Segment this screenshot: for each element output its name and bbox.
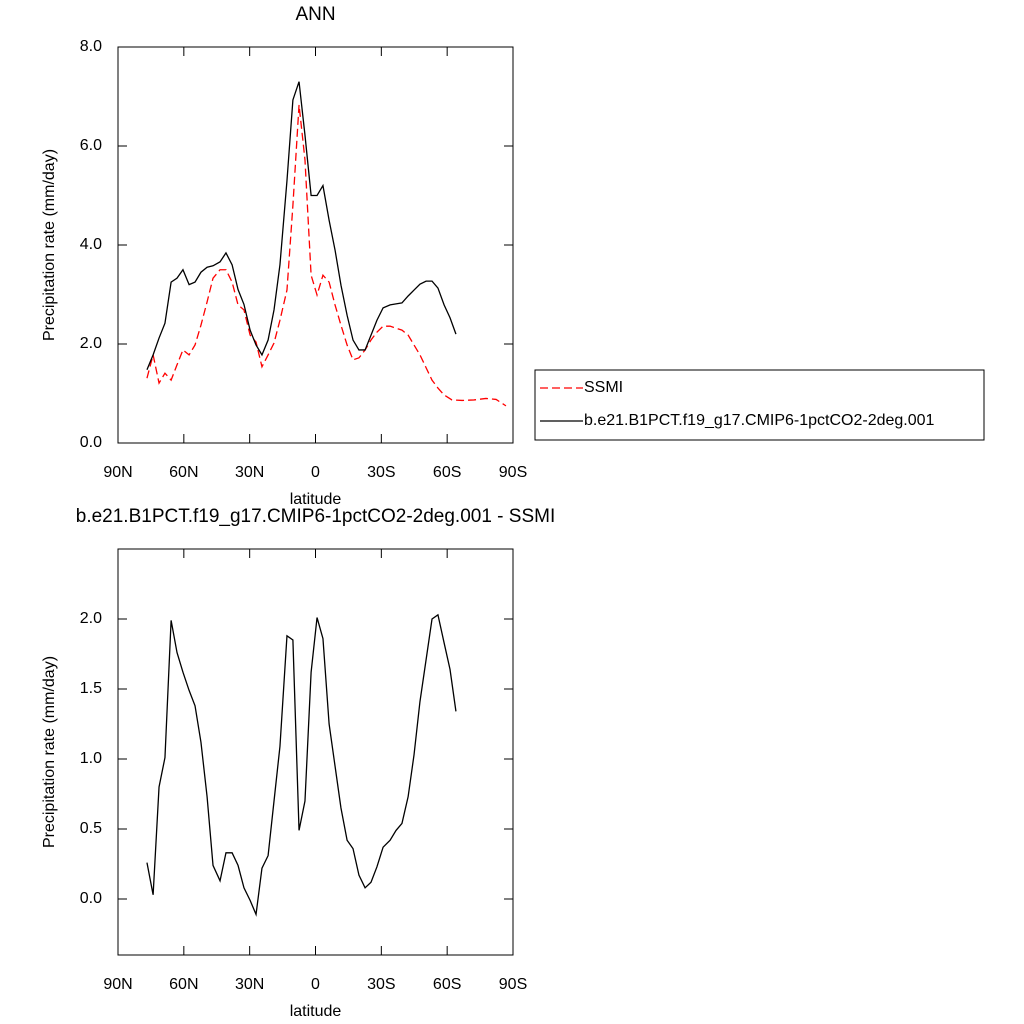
- x-tick-label: 0: [311, 464, 320, 481]
- chart-title: ANN: [295, 4, 335, 25]
- legend-box: [534, 369, 985, 441]
- x-tick-label: 90N: [103, 464, 132, 481]
- plot-frame: [117, 46, 514, 444]
- data-line: [146, 613, 457, 917]
- x-tick-label: 30S: [367, 464, 395, 481]
- data-line: [146, 81, 457, 370]
- legend-label: b.e21.B1PCT.f19_g17.CMIP6-1pctCO2-2deg.0…: [584, 412, 935, 429]
- x-tick-label: 90S: [499, 464, 527, 481]
- plot-frame: [117, 548, 514, 956]
- y-tick-label: 6.0: [80, 137, 102, 154]
- y-axis-label: Precipitation rate (mm/day): [41, 149, 58, 341]
- y-tick-label: 0.0: [80, 890, 102, 907]
- x-tick-label: 0: [311, 976, 320, 993]
- x-tick-label: 30S: [367, 976, 395, 993]
- data-line: [146, 104, 507, 407]
- x-tick-label: 90S: [499, 976, 527, 993]
- y-axis-label: Precipitation rate (mm/day): [41, 656, 58, 848]
- x-axis-label: latitude: [290, 491, 342, 508]
- legend-label: SSMI: [584, 379, 623, 396]
- y-tick-label: 4.0: [80, 236, 102, 253]
- x-tick-label: 30N: [235, 976, 264, 993]
- x-tick-label: 60S: [433, 464, 461, 481]
- y-tick-label: 2.0: [80, 610, 102, 627]
- y-tick-label: 0.0: [80, 434, 102, 451]
- x-tick-label: 60N: [169, 976, 198, 993]
- y-tick-label: 8.0: [80, 38, 102, 55]
- chart-title: b.e21.B1PCT.f19_g17.CMIP6-1pctCO2-2deg.0…: [76, 506, 555, 527]
- x-tick-label: 60N: [169, 464, 198, 481]
- y-tick-label: 1.0: [80, 750, 102, 767]
- x-tick-label: 90N: [103, 976, 132, 993]
- y-tick-label: 0.5: [80, 820, 102, 837]
- y-tick-label: 1.5: [80, 680, 102, 697]
- x-tick-label: 60S: [433, 976, 461, 993]
- x-axis-label: latitude: [290, 1003, 342, 1020]
- y-tick-label: 2.0: [80, 335, 102, 352]
- x-tick-label: 30N: [235, 464, 264, 481]
